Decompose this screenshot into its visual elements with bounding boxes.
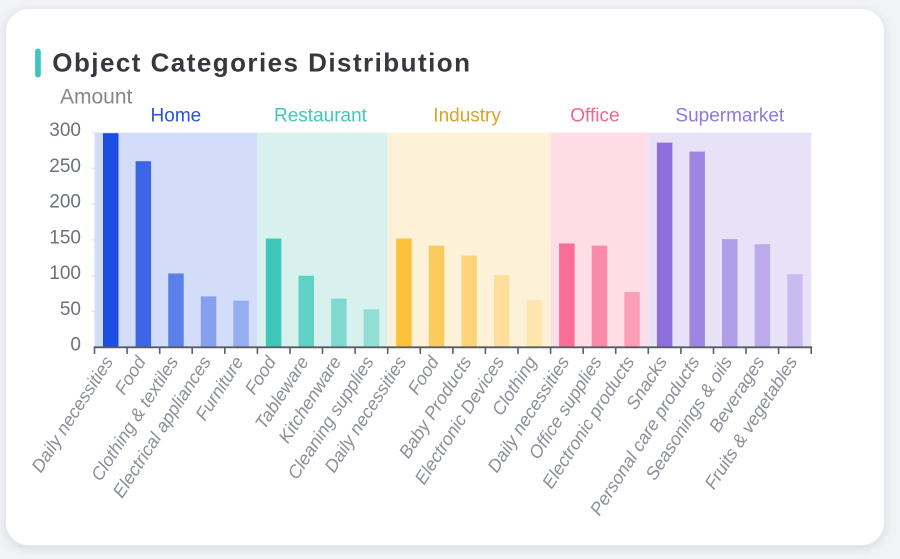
svg-text:0: 0 <box>70 335 81 356</box>
svg-text:200: 200 <box>49 192 81 213</box>
svg-text:50: 50 <box>60 299 81 320</box>
svg-text:Restaurant: Restaurant <box>274 106 368 127</box>
svg-text:Amount: Amount <box>60 86 133 109</box>
svg-text:Industry: Industry <box>433 106 501 127</box>
svg-text:300: 300 <box>49 120 81 141</box>
svg-text:100: 100 <box>49 263 81 284</box>
svg-text:Supermarket: Supermarket <box>675 106 784 127</box>
svg-text:Object Categories Distribution: Object Categories Distribution <box>52 47 471 77</box>
svg-text:150: 150 <box>49 227 81 248</box>
svg-text:Home: Home <box>151 106 202 127</box>
svg-text:Office: Office <box>570 106 619 127</box>
svg-text:250: 250 <box>49 156 81 177</box>
